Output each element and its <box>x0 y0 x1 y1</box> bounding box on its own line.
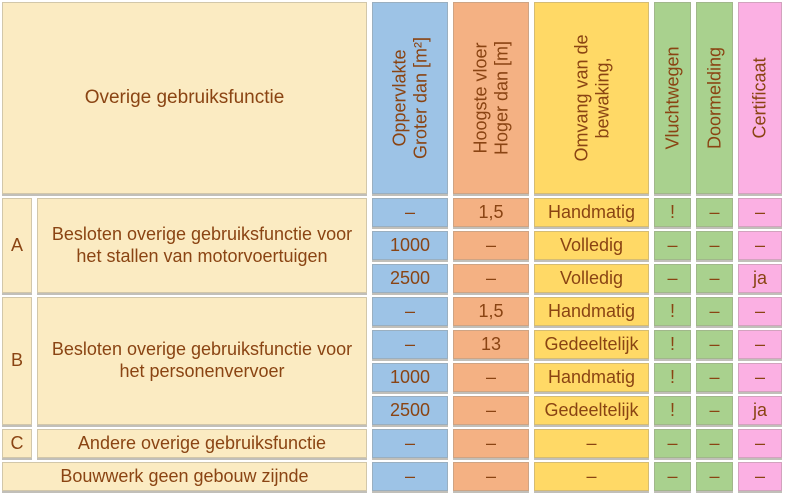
cell-hoogste-vloer-row4: 1,5 <box>453 297 529 326</box>
cell-doormelding-row9: – <box>696 462 733 491</box>
cell-hoogste-vloer-row7: – <box>453 396 529 425</box>
cell-vluchtwegen-row4: ! <box>654 297 691 326</box>
cell-vluchtwegen-row2: – <box>654 231 691 260</box>
column-header-oppervlakte: Oppervlakte Groter dan [m²] <box>372 2 448 194</box>
cell-oppervlakte-row2: 1000 <box>372 231 448 260</box>
cell-hoogste-vloer-row9: – <box>453 462 529 491</box>
section-description-a: Besloten overige gebruiksfunctie voor he… <box>37 198 367 293</box>
column-header-doormelding-label: Doormelding <box>704 46 725 150</box>
column-header-vluchtwegen: Vluchtwegen <box>654 2 691 194</box>
column-header-oppervlakte-label: Oppervlakte Groter dan [m²] <box>389 36 430 160</box>
cell-certificaat-row6: – <box>738 363 782 392</box>
column-header-certificaat: Certificaat <box>738 2 782 194</box>
section-letter-c: C <box>2 429 32 458</box>
cell-vluchtwegen-row3: – <box>654 264 691 293</box>
footer-row-bouwwerk-geen-gebouw: Bouwwerk geen gebouw zijnde <box>2 462 367 491</box>
cell-certificaat-row7: ja <box>738 396 782 425</box>
column-header-omvang-bewaking: Omvang van de bewaking, <box>534 2 649 194</box>
column-header-hoogste-vloer-label: Hoogste vloer Hoger dan [m] <box>470 40 511 156</box>
cell-certificaat-row2: – <box>738 231 782 260</box>
cell-certificaat-row8: – <box>738 429 782 458</box>
cell-hoogste-vloer-row6: – <box>453 363 529 392</box>
column-header-vluchtwegen-label: Vluchtwegen <box>662 46 683 150</box>
section-description-c: Andere overige gebruiksfunctie <box>37 429 367 458</box>
cell-oppervlakte-row1: – <box>372 198 448 227</box>
cell-hoogste-vloer-row5: 13 <box>453 330 529 359</box>
cell-omvang-bewaking-row6: Handmatig <box>534 363 649 392</box>
cell-doormelding-row8: – <box>696 429 733 458</box>
column-header-omvang-bewaking-label: Omvang van de bewaking, <box>570 34 612 162</box>
cell-certificaat-row5: – <box>738 330 782 359</box>
cell-doormelding-row4: – <box>696 297 733 326</box>
cell-omvang-bewaking-row1: Handmatig <box>534 198 649 227</box>
section-description-b: Besloten overige gebruiksfunctie voor he… <box>37 297 367 425</box>
cell-omvang-bewaking-row4: Handmatig <box>534 297 649 326</box>
cell-hoogste-vloer-row2: – <box>453 231 529 260</box>
cell-vluchtwegen-row6: ! <box>654 363 691 392</box>
cell-oppervlakte-row7: 2500 <box>372 396 448 425</box>
column-header-hoogste-vloer: Hoogste vloer Hoger dan [m] <box>453 2 529 194</box>
cell-doormelding-row3: – <box>696 264 733 293</box>
cell-doormelding-row1: – <box>696 198 733 227</box>
cell-doormelding-row6: – <box>696 363 733 392</box>
cell-doormelding-row2: – <box>696 231 733 260</box>
cell-hoogste-vloer-row8: – <box>453 429 529 458</box>
cell-oppervlakte-row6: 1000 <box>372 363 448 392</box>
cell-vluchtwegen-row9: – <box>654 462 691 491</box>
cell-doormelding-row5: – <box>696 330 733 359</box>
cell-oppervlakte-row3: 2500 <box>372 264 448 293</box>
cell-omvang-bewaking-row3: Volledig <box>534 264 649 293</box>
cell-hoogste-vloer-row3: – <box>453 264 529 293</box>
cell-certificaat-row1: – <box>738 198 782 227</box>
cell-omvang-bewaking-row7: Gedeeltelijk <box>534 396 649 425</box>
cell-certificaat-row4: – <box>738 297 782 326</box>
cell-hoogste-vloer-row1: 1,5 <box>453 198 529 227</box>
cell-omvang-bewaking-row9: – <box>534 462 649 491</box>
cell-vluchtwegen-row5: ! <box>654 330 691 359</box>
column-header-doormelding: Doormelding <box>696 2 733 194</box>
section-letter-b: B <box>2 297 32 425</box>
cell-vluchtwegen-row1: ! <box>654 198 691 227</box>
cell-omvang-bewaking-row5: Gedeeltelijk <box>534 330 649 359</box>
corner-header-overige-gebruiksfunctie: Overige gebruiksfunctie <box>2 2 367 194</box>
cell-certificaat-row9: – <box>738 462 782 491</box>
cell-oppervlakte-row8: – <box>372 429 448 458</box>
column-header-certificaat-label: Certificaat <box>749 57 770 139</box>
cell-doormelding-row7: – <box>696 396 733 425</box>
section-letter-a: A <box>2 198 32 293</box>
cell-omvang-bewaking-row8: – <box>534 429 649 458</box>
cell-vluchtwegen-row8: – <box>654 429 691 458</box>
cell-certificaat-row3: ja <box>738 264 782 293</box>
cell-vluchtwegen-row7: ! <box>654 396 691 425</box>
cell-omvang-bewaking-row2: Volledig <box>534 231 649 260</box>
cell-oppervlakte-row9: – <box>372 462 448 491</box>
cell-oppervlakte-row5: – <box>372 330 448 359</box>
cell-oppervlakte-row4: – <box>372 297 448 326</box>
